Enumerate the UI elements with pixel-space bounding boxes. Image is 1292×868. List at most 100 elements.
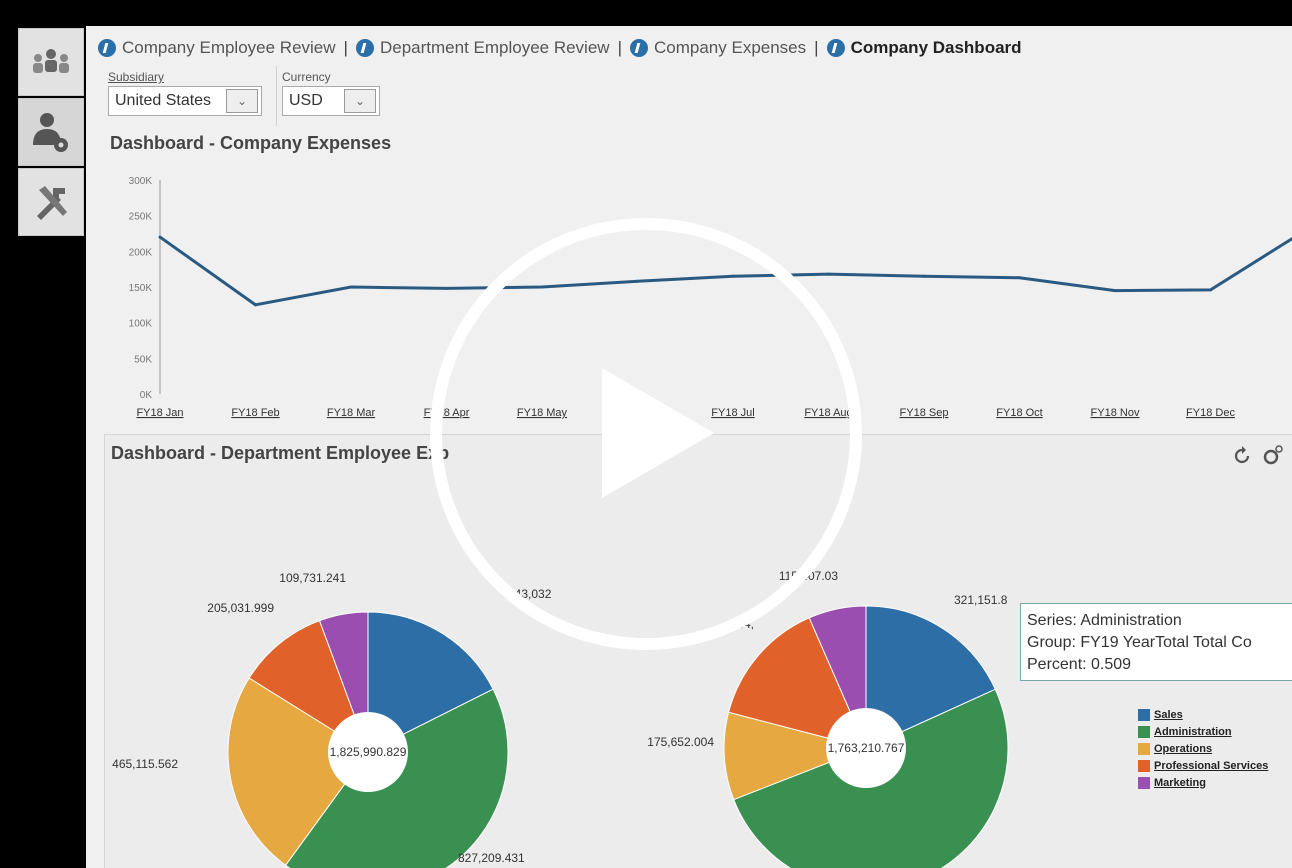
currency-select[interactable]: USD ⌄: [282, 86, 380, 116]
pie-value-label: 827,209.431: [458, 851, 525, 865]
panel-title-department-exp: Dashboard - Department Employee Exp: [111, 443, 450, 463]
pie-hole: [826, 708, 906, 788]
pie-value-label: 321,151.8: [954, 593, 1008, 607]
legend-item[interactable]: Administration: [1138, 723, 1268, 740]
video-play-overlay[interactable]: [86, 26, 1292, 868]
legend-label: Operations: [1154, 742, 1213, 755]
tooltip-group: Group: FY19 YearTotal Total Co: [1027, 634, 1252, 651]
pie-slice: [723, 711, 868, 801]
tooltip-series: Series: Administration: [1027, 612, 1182, 629]
y-tick-label: 300K: [129, 176, 153, 187]
pie-slice: [248, 620, 369, 754]
y-tick-label: 250K: [129, 212, 153, 223]
pie-total-label: 1,763,210.767: [828, 741, 905, 755]
data-point: [1113, 289, 1117, 293]
department-pie-charts: 1,825,990.829343,032827,209.431465,115.5…: [112, 569, 1009, 868]
legend-label: Administration: [1154, 725, 1232, 738]
legend-swatch: [1138, 742, 1150, 755]
data-point: [349, 285, 353, 289]
breadcrumb: Company Employee Review | Department Emp…: [98, 38, 1022, 58]
tooltip-percent: Percent: 0.509: [1027, 656, 1132, 673]
subsidiary-value: United States: [115, 92, 212, 109]
data-point: [1018, 276, 1021, 280]
app-logo-icon: [355, 39, 374, 57]
x-tick-label: FY18 May: [517, 407, 568, 419]
pie-slice: [367, 611, 494, 753]
y-tick-label: 50K: [134, 354, 152, 365]
breadcrumb-company-dashboard[interactable]: Company Dashboard: [826, 38, 1022, 58]
breadcrumb-company-expenses[interactable]: Company Expenses: [630, 38, 806, 58]
user-settings-icon[interactable]: [18, 98, 84, 166]
settings-icon[interactable]: [1261, 445, 1283, 467]
legend-label: Professional Services: [1154, 759, 1269, 772]
legend-item[interactable]: Operations: [1138, 740, 1268, 757]
data-point: [922, 274, 926, 278]
legend-swatch: [1138, 759, 1150, 772]
x-tick-label: FY18 Jan: [136, 407, 183, 419]
y-tick-label: 200K: [129, 247, 153, 258]
chart-tooltip: Series: Administration Group: FY19 YearT…: [1020, 603, 1292, 681]
x-tick-label: FY18 Oct: [996, 407, 1042, 419]
pie-value-label: 175,652.004: [647, 735, 714, 749]
breadcrumb-company-employee-review[interactable]: Company Employee Review: [98, 38, 336, 58]
breadcrumb-separator: |: [343, 38, 348, 57]
app-logo-icon: [826, 39, 845, 57]
x-tick-label: FY18 Feb: [231, 407, 279, 419]
chevron-down-icon[interactable]: ⌄: [344, 89, 376, 113]
breadcrumb-department-employee-review[interactable]: Department Employee Review: [355, 38, 610, 58]
data-point: [1209, 288, 1212, 292]
x-tick-label: FY18 Jul: [711, 407, 754, 419]
subsidiary-filter: Subsidiary United States ⌄: [108, 70, 262, 116]
panel-title-company-expenses: Dashboard - Company Expenses: [110, 133, 392, 153]
pie-slice: [727, 617, 867, 749]
currency-label: Currency: [282, 70, 331, 84]
pie-slice: [865, 605, 996, 749]
legend-label: Marketing: [1154, 776, 1206, 789]
data-point: [636, 279, 639, 283]
data-point: [731, 274, 735, 278]
refresh-icon[interactable]: [1231, 445, 1253, 467]
pie-total-label: 1,825,990.829: [330, 745, 407, 759]
breadcrumb-separator: |: [814, 38, 819, 57]
breadcrumb-separator: |: [617, 38, 622, 57]
currency-filter: Currency USD ⌄: [282, 70, 380, 116]
filter-divider: [276, 66, 277, 126]
pie-value-label: 109,731.241: [279, 571, 346, 585]
legend-item[interactable]: Sales: [1138, 706, 1268, 723]
x-tick-label: FY18 Dec: [1186, 407, 1235, 419]
x-tick-label: FY18 Mar: [327, 407, 376, 419]
app-logo-icon: [630, 39, 648, 57]
data-point: [254, 303, 257, 307]
data-point: [445, 286, 448, 290]
data-point: [158, 235, 162, 239]
legend-swatch: [1138, 725, 1150, 738]
app-logo-icon: [98, 39, 116, 57]
currency-value: USD: [289, 92, 323, 109]
left-sidebar: [18, 28, 84, 238]
legend-item[interactable]: Marketing: [1138, 774, 1268, 791]
people-group-icon[interactable]: [18, 28, 84, 96]
pie-slice: [227, 677, 369, 866]
pie-value-label: 205,031.999: [207, 601, 274, 615]
legend-swatch: [1138, 708, 1150, 721]
legend-label: Sales: [1154, 708, 1183, 721]
data-point: [827, 272, 830, 276]
play-icon[interactable]: [602, 368, 714, 498]
legend-item[interactable]: Professional Services: [1138, 757, 1268, 774]
y-tick-label: 150K: [129, 283, 153, 294]
pie-legend: Sales Administration Operations Professi…: [1138, 706, 1268, 791]
pie-hole: [328, 712, 408, 792]
play-ring: [430, 218, 862, 650]
chevron-down-icon[interactable]: ⌄: [226, 89, 258, 113]
subsidiary-select[interactable]: United States ⌄: [108, 86, 262, 116]
x-tick-label: FY18 Aug: [804, 407, 852, 419]
company-expenses-line-chart: 0K 50K 100K 150K 200K 250K 300K FY18 Jan FY18 Fe…: [129, 176, 1292, 419]
main-content: Company Employee Review | Department Emp…: [86, 26, 1292, 868]
x-tick-label: FY18 Sep: [900, 407, 949, 419]
pie-value-label: 465,115.562: [112, 757, 178, 771]
tools-icon[interactable]: [18, 168, 84, 236]
legend-swatch: [1138, 776, 1150, 789]
subsidiary-label: Subsidiary: [108, 70, 165, 84]
x-tick-label: FY18 Nov: [1091, 407, 1140, 419]
y-tick-label: 0K: [140, 390, 153, 401]
